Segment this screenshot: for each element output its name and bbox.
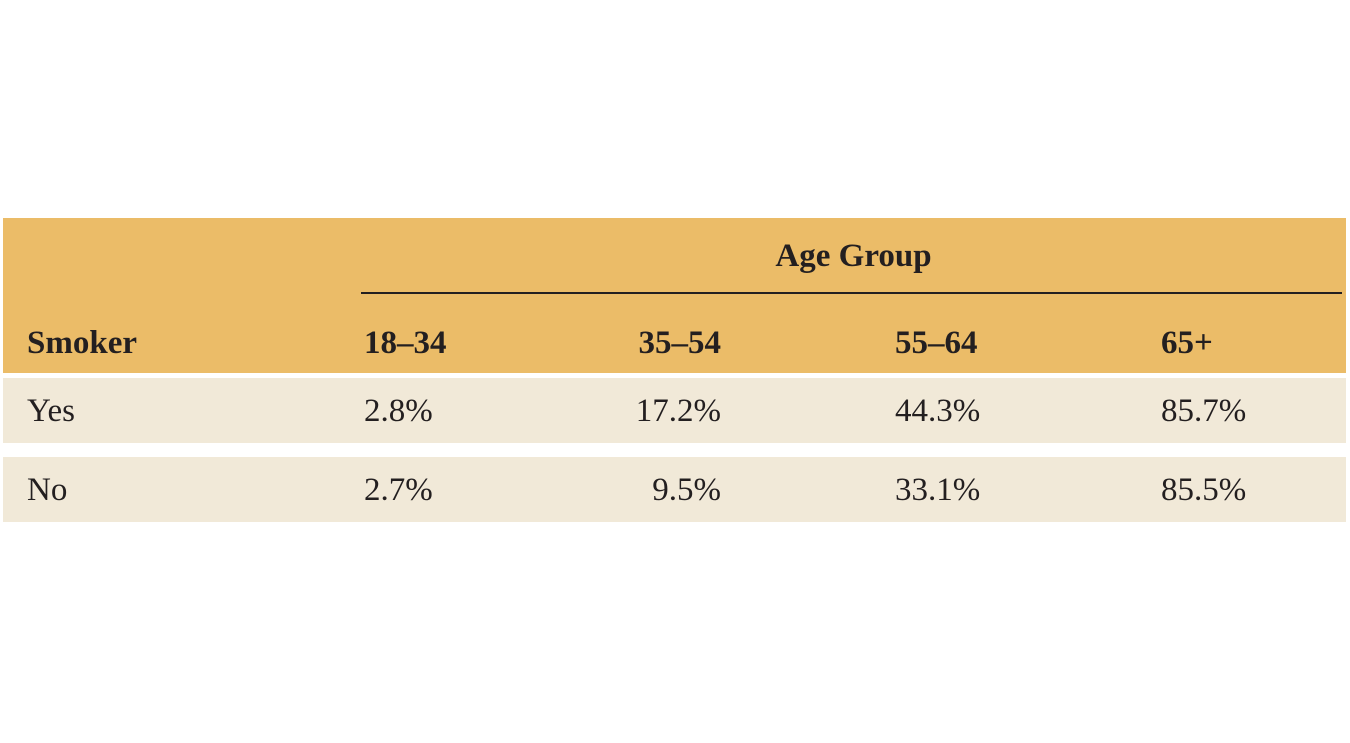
column-header-65-plus: 65+ — [1161, 325, 1213, 361]
table-cell: 2.8% — [364, 393, 433, 429]
table-cell: 85.5% — [1161, 472, 1247, 508]
age-group-rule — [361, 292, 1342, 294]
row-label: No — [27, 472, 68, 508]
table-cell: 17.2% — [635, 393, 721, 429]
age-group-header: Age Group — [775, 238, 932, 274]
table-cell: 33.1% — [895, 472, 981, 508]
data-table: Age Group Smoker 18–34 35–54 55–64 65+ Y… — [3, 218, 1346, 523]
table-cell: 44.3% — [895, 393, 981, 429]
row-label: Yes — [27, 393, 76, 429]
column-header-18-34: 18–34 — [364, 325, 447, 361]
table-cell: 9.5% — [652, 472, 721, 508]
table-cell: 2.7% — [364, 472, 433, 508]
smoker-column-header: Smoker — [27, 325, 137, 361]
table-row-no: No 2.7% 9.5% 33.1% 85.5% — [3, 457, 1346, 522]
table-cell: 85.7% — [1161, 393, 1247, 429]
column-header-35-54: 35–54 — [638, 325, 722, 361]
column-header-55-64: 55–64 — [895, 325, 978, 361]
table-header: Age Group Smoker 18–34 35–54 55–64 65+ — [3, 218, 1346, 373]
table-row-yes: Yes 2.8% 17.2% 44.3% 85.7% — [3, 378, 1346, 443]
